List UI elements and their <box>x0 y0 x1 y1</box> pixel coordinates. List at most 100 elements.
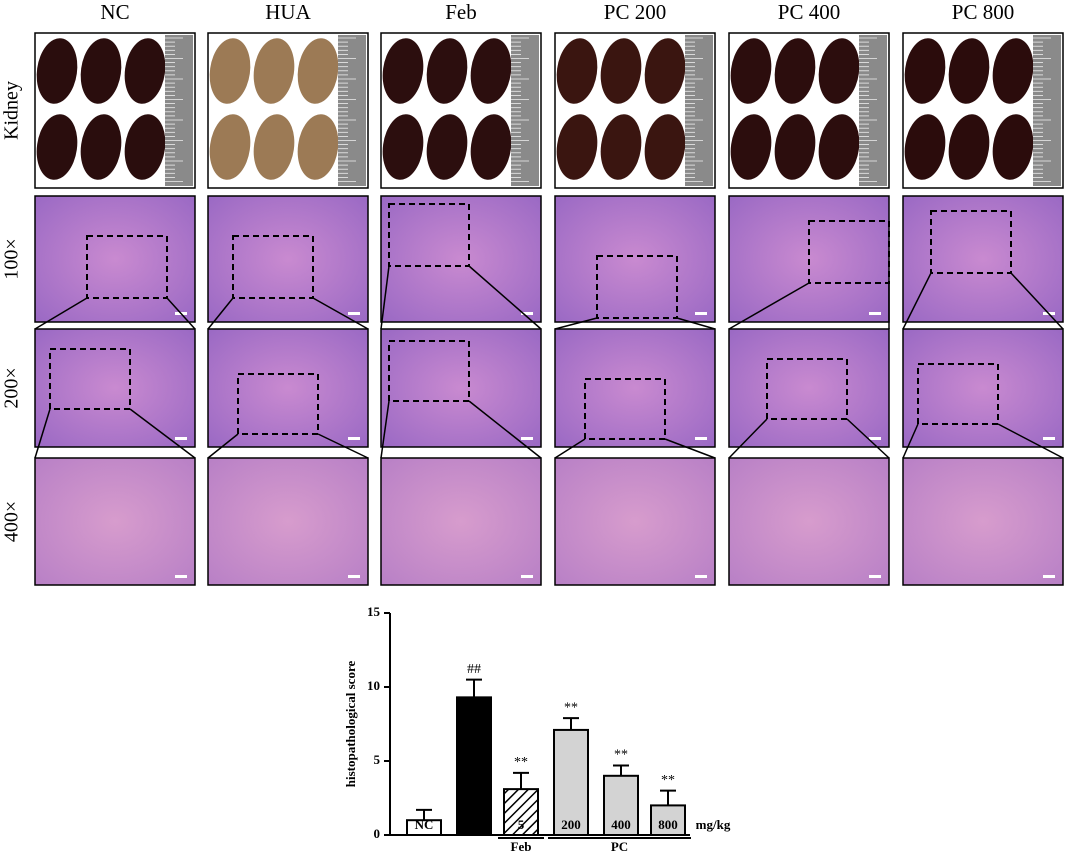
kidney <box>382 38 424 104</box>
error-bar <box>660 789 676 806</box>
kidney <box>904 38 946 104</box>
image-column <box>207 32 369 586</box>
kidney <box>948 114 990 180</box>
zoom-connector <box>1010 272 1064 330</box>
column-label: NC <box>100 0 129 24</box>
histology-image <box>207 457 369 586</box>
ruler <box>338 35 366 186</box>
zoom-box <box>49 348 131 410</box>
significance-label: ** <box>564 700 578 715</box>
ruler <box>685 35 713 186</box>
scale-bar <box>348 312 360 315</box>
kidney <box>992 38 1034 104</box>
kidney <box>600 114 642 180</box>
kidney <box>644 38 686 104</box>
zoom-box <box>237 373 319 435</box>
zoom-connector <box>846 418 890 459</box>
zoom-connector <box>997 423 1064 459</box>
column-label: PC 200 <box>604 0 666 24</box>
histology-image <box>380 328 542 448</box>
kidney <box>470 38 512 104</box>
zoom-box <box>232 235 314 299</box>
scale-bar <box>869 437 881 440</box>
zoom-connector <box>166 297 196 330</box>
histology-image <box>380 457 542 586</box>
ruler <box>859 35 887 186</box>
zoom-connector <box>728 418 768 459</box>
kidney <box>556 114 598 180</box>
y-axis-label: histopathological score <box>343 661 358 788</box>
zoom-connector <box>34 408 51 459</box>
zoom-connector <box>664 438 716 459</box>
row-label: 200× <box>1 367 23 408</box>
histology-image <box>902 457 1064 586</box>
y-tick-label: 0 <box>374 826 381 841</box>
kidney <box>818 38 860 104</box>
kidney <box>36 38 78 104</box>
error-bar <box>513 771 529 790</box>
kidney <box>904 114 946 180</box>
kidney <box>209 38 251 104</box>
zoom-box <box>584 378 666 440</box>
scale-bar <box>695 312 707 315</box>
kidney <box>209 114 251 180</box>
zoom-box <box>930 210 1012 274</box>
scale-bar <box>869 575 881 578</box>
x-tick-label: HUA <box>460 817 490 832</box>
zoom-connector <box>207 297 234 330</box>
image-column <box>380 32 542 586</box>
scale-bar <box>521 575 533 578</box>
x-tick-label: NC <box>415 817 434 832</box>
kidney <box>556 38 598 104</box>
significance-label: ** <box>514 755 528 770</box>
zoom-box <box>388 203 470 267</box>
x-tick-label: 800 <box>658 817 678 832</box>
kidney <box>774 114 816 180</box>
kidney <box>253 114 295 180</box>
y-tick-label: 10 <box>367 678 380 693</box>
error-bar <box>416 808 432 821</box>
row-label: 400× <box>1 501 23 542</box>
group-label: Feb <box>511 839 532 854</box>
scale-bar <box>521 437 533 440</box>
histology-image <box>34 195 196 323</box>
image-column <box>902 32 1064 586</box>
kidney <box>644 114 686 180</box>
scale-bar <box>175 437 187 440</box>
zoom-connector <box>902 423 919 459</box>
kidney <box>297 114 339 180</box>
error-bar <box>563 717 579 730</box>
ruler <box>511 35 539 186</box>
row-label: 100× <box>1 238 23 279</box>
column-label: PC 800 <box>952 0 1014 24</box>
bar <box>503 788 539 836</box>
histology-image <box>554 195 716 323</box>
zoom-connector <box>207 433 239 459</box>
zoom-connector <box>34 297 88 330</box>
error-bar <box>466 678 482 698</box>
histology-image <box>207 195 369 323</box>
kidney <box>730 38 772 104</box>
kidney <box>774 38 816 104</box>
unit-label: mg/kg <box>696 817 731 832</box>
kidney <box>426 38 468 104</box>
histology-image <box>728 457 890 586</box>
x-tick-label: 200 <box>561 817 581 832</box>
zoom-connector <box>312 297 369 330</box>
kidney <box>600 38 642 104</box>
scale-bar <box>695 437 707 440</box>
zoom-box <box>596 255 678 319</box>
histology-image <box>554 457 716 586</box>
zoom-connector <box>676 317 716 330</box>
zoom-connector <box>129 408 196 459</box>
row-label: Kidney <box>1 81 23 140</box>
kidney <box>253 38 295 104</box>
kidney <box>426 114 468 180</box>
image-column <box>728 32 890 586</box>
histology-image <box>34 457 196 586</box>
y-tick-label: 15 <box>367 604 381 619</box>
zoom-box <box>917 363 999 425</box>
scale-bar <box>348 575 360 578</box>
zoom-box <box>766 358 848 420</box>
